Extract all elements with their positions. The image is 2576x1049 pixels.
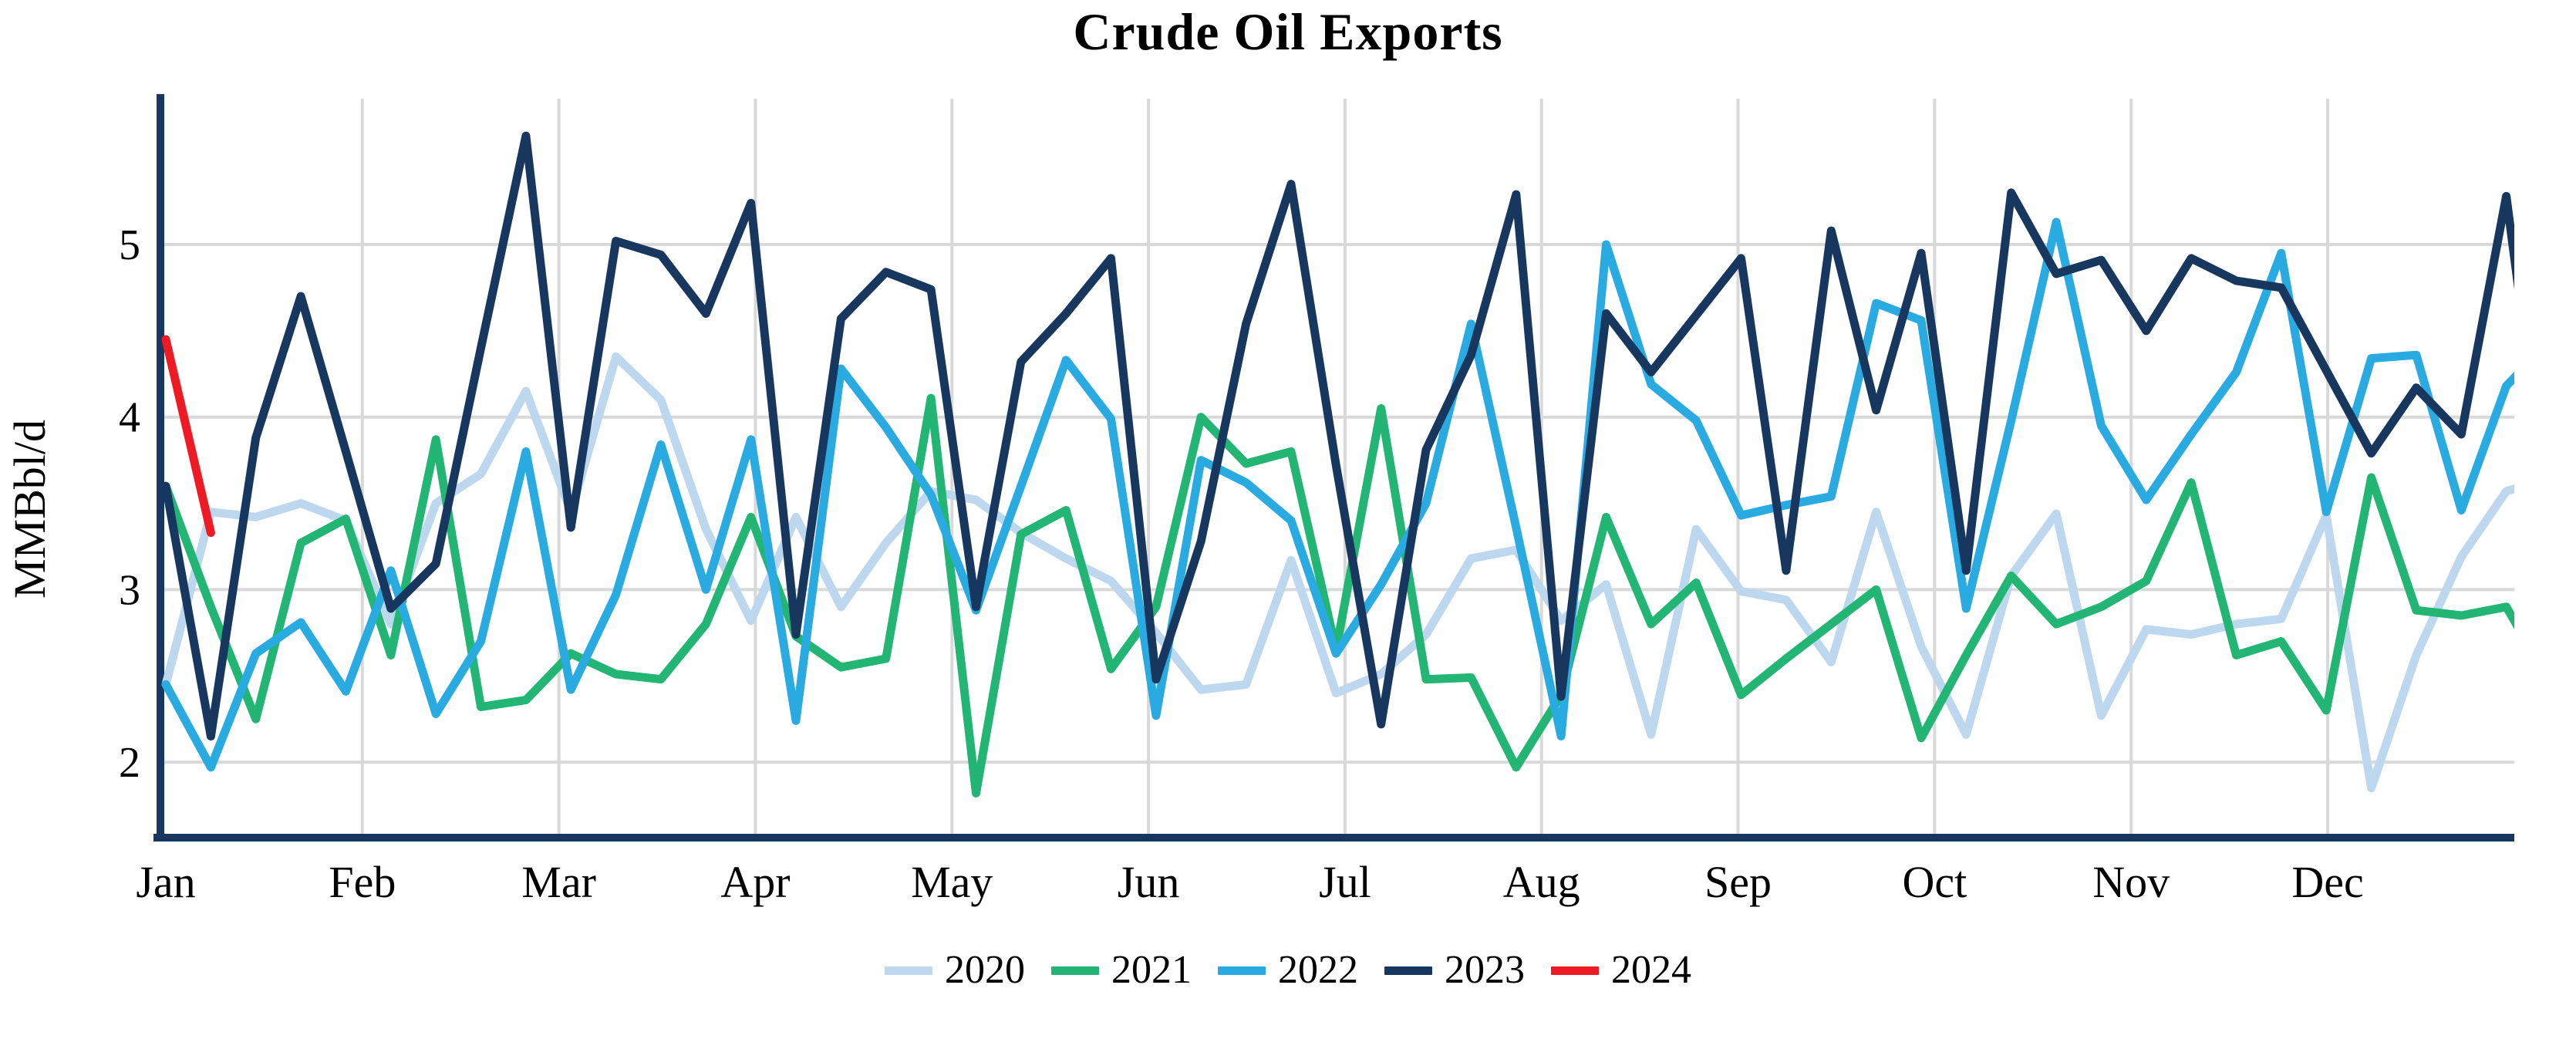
chart-legend: 2020 2021 2022 2023 2024 xyxy=(0,950,2576,990)
legend-item-2020[interactable]: 2020 xyxy=(885,950,1025,990)
legend-label-2020: 2020 xyxy=(945,948,1025,992)
legend-swatch-2021 xyxy=(1051,966,1099,975)
legend-item-2021[interactable]: 2021 xyxy=(1051,950,1192,990)
x-tick-label-May: May xyxy=(911,857,993,907)
legend-swatch-2020 xyxy=(885,966,932,975)
x-tick-label-Feb: Feb xyxy=(329,857,396,907)
series-line-2024 xyxy=(161,335,215,538)
legend-label-2022: 2022 xyxy=(1278,948,1358,992)
y-tick-label-5: 5 xyxy=(119,221,140,269)
y-tick-label-4: 4 xyxy=(119,394,140,442)
legend-item-2023[interactable]: 2023 xyxy=(1384,950,1525,990)
legend-item-2022[interactable]: 2022 xyxy=(1218,950,1358,990)
legend-label-2024: 2024 xyxy=(1611,948,1691,992)
x-tick-label-Jun: Jun xyxy=(1118,857,1180,907)
x-tick-label-Nov: Nov xyxy=(2092,857,2170,907)
legend-swatch-2023 xyxy=(1384,966,1432,975)
x-tick-label-Jul: Jul xyxy=(1319,857,1371,907)
x-tick-label-Oct: Oct xyxy=(1902,857,1967,907)
series-line-2023 xyxy=(161,131,2514,740)
x-tick-label-Aug: Aug xyxy=(1503,857,1580,907)
x-tick-label-Sep: Sep xyxy=(1704,857,1772,907)
y-tick-label-3: 3 xyxy=(119,566,140,614)
x-tick-label-Jan: Jan xyxy=(136,857,195,907)
legend-swatch-2022 xyxy=(1218,966,1266,975)
y-tick-label-2: 2 xyxy=(119,739,140,787)
legend-swatch-2024 xyxy=(1551,966,1599,975)
x-tick-label-Dec: Dec xyxy=(2291,857,2363,907)
x-tick-label-Apr: Apr xyxy=(720,857,790,907)
legend-label-2021: 2021 xyxy=(1111,948,1192,992)
legend-item-2024[interactable]: 2024 xyxy=(1551,950,1691,990)
legend-label-2023: 2023 xyxy=(1445,948,1525,992)
chart-title: Crude Oil Exports xyxy=(1073,2,1503,61)
y-axis-title: MMBbl/d xyxy=(5,420,55,599)
x-tick-label-Mar: Mar xyxy=(521,857,596,907)
